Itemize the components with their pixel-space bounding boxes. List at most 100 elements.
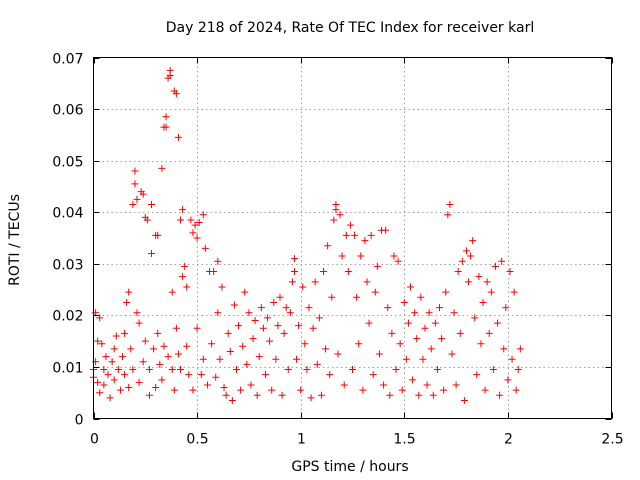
data-point [191,221,199,229]
data-point [427,345,435,353]
data-point [465,278,473,286]
data-point [268,386,276,394]
data-point [259,324,267,332]
data-point [121,371,129,379]
data-point [172,324,180,332]
data-point [336,211,344,219]
data-point [344,268,352,276]
data-point [504,376,512,384]
data-point [398,386,406,394]
data-point [145,391,153,399]
data-point [442,288,450,296]
data-point [284,366,292,374]
data-point [121,329,129,337]
y-tick-label: 0.03 [52,258,83,274]
data-point [494,319,502,327]
x-tick-label: 0 [90,432,99,448]
data-point [123,298,131,306]
data-point [110,376,118,384]
data-point [143,216,151,224]
data-point [307,394,315,402]
data-point [338,252,346,260]
data-point [195,219,203,227]
data-point [286,309,294,317]
data-point [96,314,104,322]
data-point [145,366,153,374]
data-point [102,353,110,361]
data-point [444,211,452,219]
x-tick-label: 2 [504,432,513,448]
data-point [411,309,419,317]
data-point [135,319,143,327]
data-point [127,345,135,353]
data-point [203,381,211,389]
data-point [270,298,278,306]
data-point [170,386,178,394]
data-point [218,283,226,291]
data-point [467,252,475,260]
data-point [299,283,307,291]
data-point [266,337,274,345]
data-point [454,268,462,276]
data-point [164,353,172,361]
data-point [326,371,334,379]
data-point [319,268,327,276]
data-point [187,216,195,224]
data-point [510,288,518,296]
data-point [433,366,441,374]
data-point [462,247,470,255]
data-point [407,283,415,291]
grid [93,57,612,419]
data-point [440,386,448,394]
data-point [141,337,149,345]
data-point [373,262,381,270]
data-point [280,329,288,337]
data-point [400,298,408,306]
data-point [475,273,483,281]
data-point [251,317,259,325]
data-point [413,335,421,343]
data-point [313,360,321,368]
data-point [237,386,245,394]
data-point [305,304,313,312]
data-point [353,293,361,301]
data-point [119,353,127,361]
data-point [363,278,371,286]
data-point [357,252,365,260]
data-point [228,396,236,404]
data-point [303,366,311,374]
data-point [100,381,108,389]
data-point [239,342,247,350]
data-point [295,322,303,330]
data-point [249,335,257,343]
data-point [214,257,222,265]
y-tick-label: 0.05 [52,155,83,171]
data-point [199,355,207,363]
data-point [189,229,197,237]
data-point [290,255,298,263]
data-point [154,329,162,337]
data-point [429,391,437,399]
data-point [346,221,354,229]
data-point [404,319,412,327]
x-tick-label: 1 [297,432,306,448]
data-point [154,231,162,239]
data-point [226,347,234,355]
data-point [197,371,205,379]
data-point [199,211,207,219]
data-point [158,164,166,172]
data-point [135,378,143,386]
data-point [278,391,286,399]
data-point [152,384,160,392]
data-point [498,257,506,265]
data-point [342,231,350,239]
data-point [158,376,166,384]
data-point [361,237,369,245]
data-point [288,278,296,286]
data-point [156,360,164,368]
data-point [388,329,396,337]
data-point [183,342,191,350]
data-point [409,376,417,384]
data-point [177,366,185,374]
